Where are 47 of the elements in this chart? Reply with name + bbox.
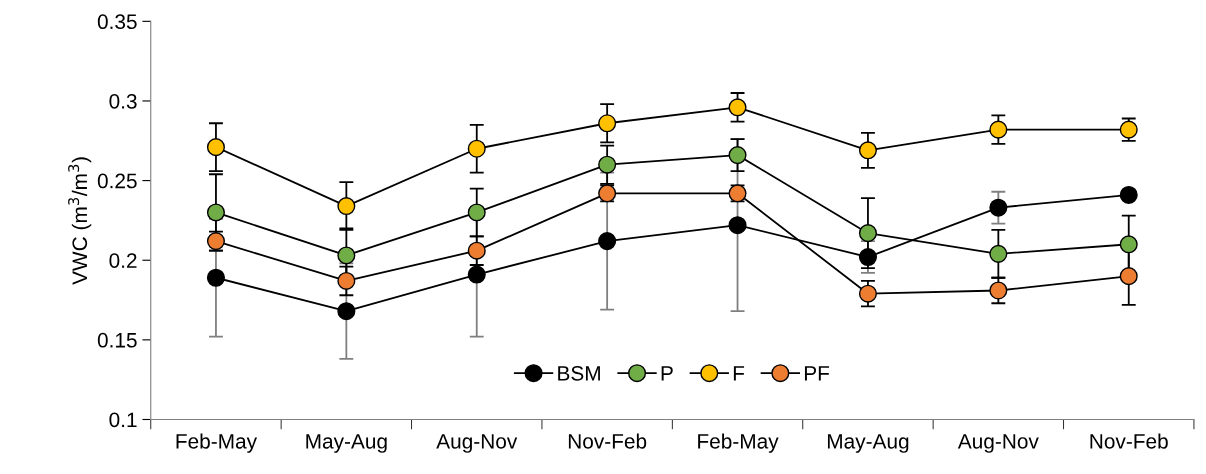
point xyxy=(1119,235,1138,254)
y-tick-label: 0.2 xyxy=(109,253,137,268)
x-tick-label: Nov-Feb xyxy=(1090,433,1168,449)
point xyxy=(989,244,1008,263)
point xyxy=(206,268,225,287)
point xyxy=(1119,185,1138,204)
point xyxy=(728,98,747,117)
point xyxy=(467,139,486,158)
legend-label: BSM xyxy=(558,365,600,381)
point xyxy=(337,197,356,216)
point xyxy=(206,138,225,157)
point xyxy=(337,271,356,290)
point xyxy=(598,155,617,174)
y-tick-label: 0.25 xyxy=(97,173,137,189)
point xyxy=(989,198,1008,217)
point xyxy=(858,284,877,303)
point xyxy=(728,216,747,235)
point xyxy=(858,224,877,243)
x-tick-label: Nov-Feb xyxy=(568,433,647,449)
x-tick-label: May-Aug xyxy=(827,434,909,453)
point xyxy=(1119,267,1138,286)
point xyxy=(467,203,486,222)
legend-label: PF xyxy=(804,366,830,381)
point xyxy=(728,146,747,165)
x-tick-label: May-Aug xyxy=(306,434,387,453)
x-tick-label: Feb-May xyxy=(176,433,258,453)
y-tick-label: 0.35 xyxy=(97,14,137,30)
point xyxy=(206,203,225,222)
point xyxy=(858,141,877,160)
x-tick-label: Aug-Nov xyxy=(436,434,518,453)
y-axis-title: VWC (m$^{3}$/m$^{3}$) xyxy=(68,157,92,285)
y-tick-label: 0.1 xyxy=(109,412,137,428)
point xyxy=(467,265,486,284)
point xyxy=(467,241,486,260)
y-tick-label: 0.3 xyxy=(109,93,137,109)
legend-label: P xyxy=(661,366,673,381)
point xyxy=(989,281,1008,300)
point xyxy=(598,232,617,251)
point xyxy=(337,302,356,321)
legend-label: F xyxy=(733,366,745,381)
x-tick-label: Feb-May xyxy=(698,433,779,453)
point xyxy=(337,246,356,265)
x-tick-label: Aug-Nov xyxy=(957,434,1039,453)
point xyxy=(989,120,1008,139)
y-tick-label: 0.15 xyxy=(97,332,137,348)
point xyxy=(598,114,617,133)
point xyxy=(858,248,877,267)
